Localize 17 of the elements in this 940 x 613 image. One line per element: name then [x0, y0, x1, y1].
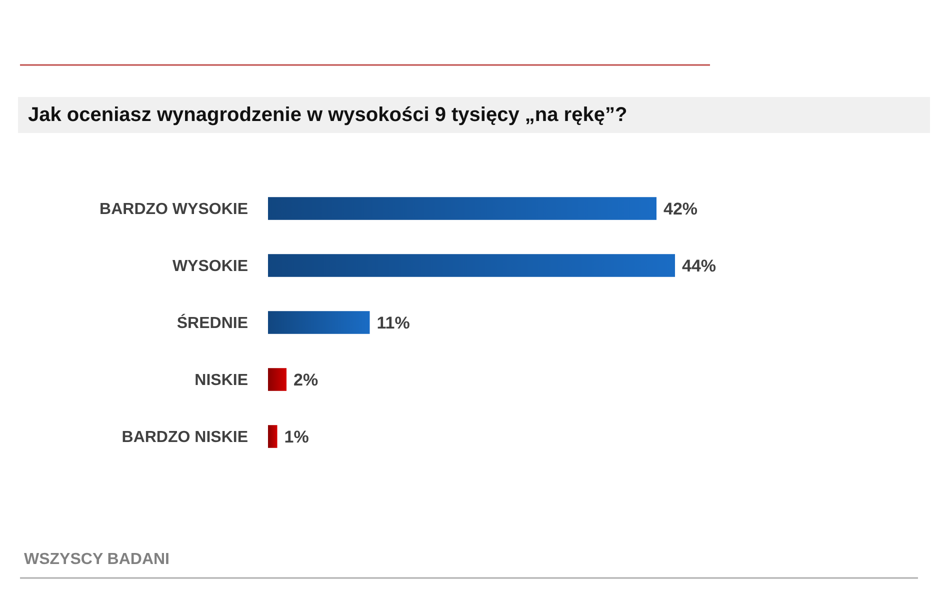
- chart-title: Jak oceniasz wynagrodzenie w wysokości 9 tysięcy „na rękę”?: [28, 104, 628, 126]
- data-label: 44%: [682, 256, 716, 276]
- bar: [268, 197, 656, 220]
- y-tick-label: ŚREDNIE: [176, 313, 248, 332]
- bar: [268, 311, 370, 334]
- y-tick-label: BARDZO NISKIE: [122, 429, 248, 446]
- data-label: 11%: [376, 313, 410, 332]
- data-label: 42%: [664, 199, 698, 218]
- text: WSZYSCY BADANI: [24, 551, 170, 568]
- bar: [268, 425, 278, 448]
- y-tick-label: NISKIE: [194, 372, 248, 390]
- data-label: 1%: [284, 427, 309, 446]
- bar: [268, 368, 286, 391]
- bar: [268, 254, 675, 277]
- y-tick-label: BARDZO WYSOKIE: [100, 201, 248, 218]
- y-tick-label: WYSOKIE: [172, 258, 248, 276]
- data-label: 2%: [294, 370, 318, 390]
